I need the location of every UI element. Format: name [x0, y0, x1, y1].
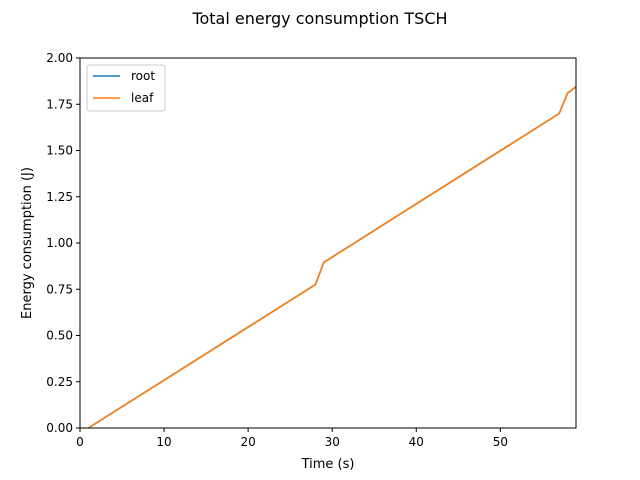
- legend-label-leaf: leaf: [131, 91, 154, 105]
- x-tick-label: 50: [493, 435, 508, 449]
- y-tick-label: 1.25: [46, 190, 73, 204]
- chart-title: Total energy consumption TSCH: [191, 9, 447, 28]
- y-tick-label: 2.00: [46, 51, 73, 65]
- x-axis-label: Time (s): [301, 457, 355, 472]
- x-axis-ticks: 0 10 20 30 40 50: [76, 428, 508, 449]
- legend: root leaf: [86, 64, 166, 112]
- y-axis-label: Energy consumption (J): [20, 167, 35, 319]
- x-tick-label: 40: [409, 435, 424, 449]
- x-tick-label: 0: [76, 435, 84, 449]
- x-tick-label: 30: [325, 435, 340, 449]
- y-tick-label: 0.25: [46, 375, 73, 389]
- series-layer: [87, 86, 577, 429]
- y-tick-label: 0.00: [46, 421, 73, 435]
- y-axis-ticks: 0.00 0.25 0.50 0.75 1.00 1.25 1.50 1.75 2.00: [46, 51, 80, 435]
- y-tick-label: 0.50: [46, 329, 73, 343]
- y-tick-label: 1.00: [46, 236, 73, 250]
- y-tick-label: 1.75: [46, 97, 73, 111]
- x-tick-label: 20: [240, 435, 255, 449]
- y-tick-label: 0.75: [46, 282, 73, 296]
- y-tick-label: 1.50: [46, 144, 73, 158]
- x-tick-label: 10: [156, 435, 171, 449]
- series-line-leaf: [87, 86, 577, 429]
- legend-label-root: root: [131, 69, 155, 83]
